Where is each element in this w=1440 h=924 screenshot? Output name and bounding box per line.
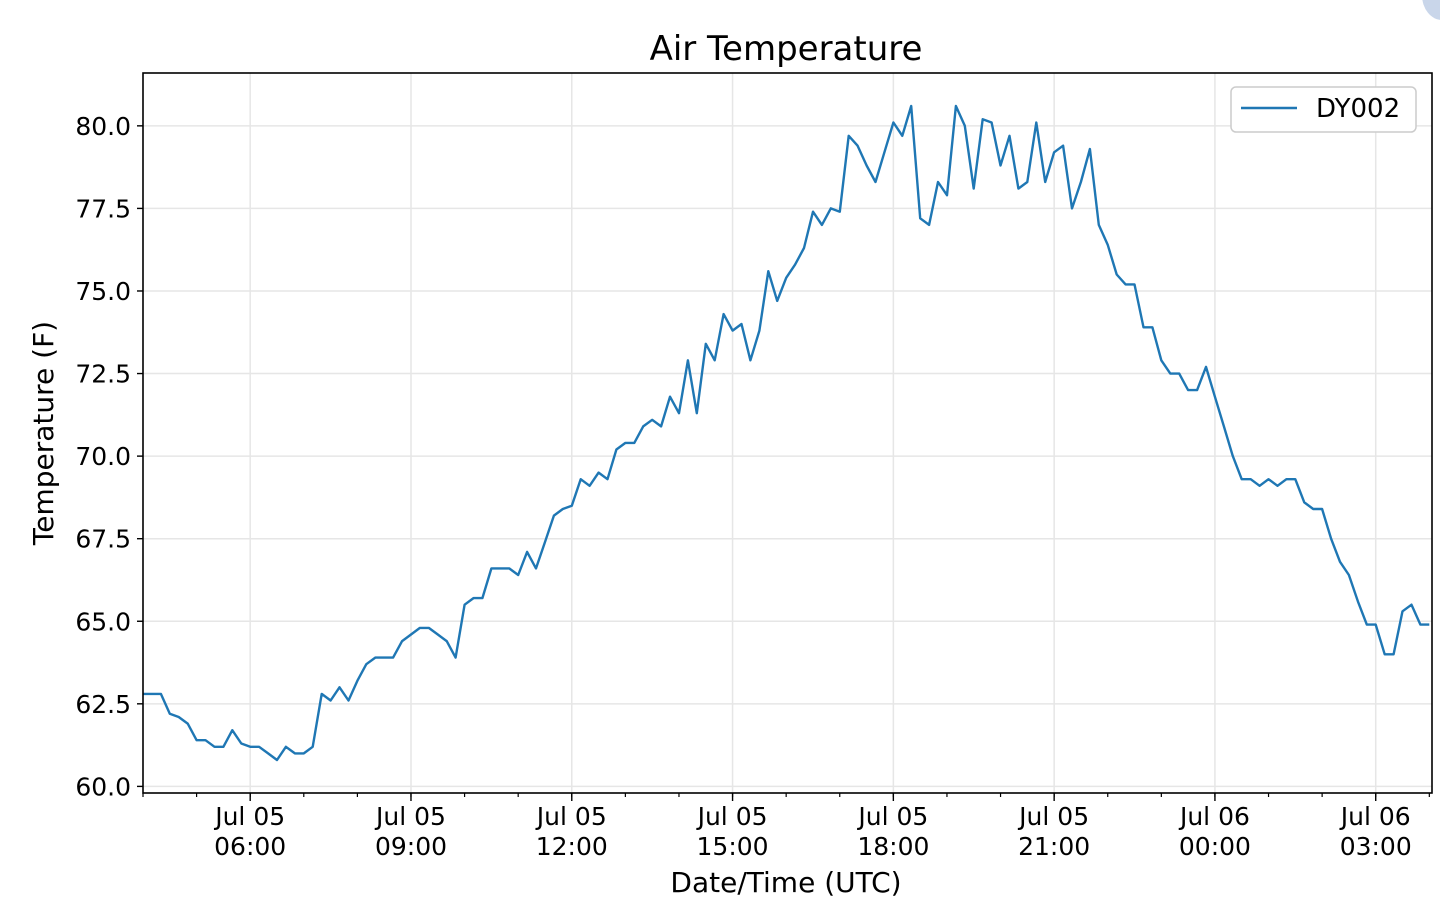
x-tick-date: Jul 06 [1178, 802, 1250, 831]
x-tick-time: 09:00 [375, 832, 447, 861]
x-tick-time: 06:00 [214, 832, 286, 861]
grid-lines [143, 73, 1432, 793]
x-tick-date: Jul 05 [1017, 802, 1089, 831]
x-tick-time: 18:00 [857, 832, 929, 861]
y-axis: 60.0 62.5 65.0 67.5 70.0 72.5 75.0 77.5 80.0 [75, 112, 143, 801]
legend: DY002 [1230, 86, 1417, 133]
y-tick-label: 77.5 [75, 194, 131, 223]
x-tick-time: 12:00 [536, 832, 608, 861]
x-axis-label: Date/Time (UTC) [670, 866, 901, 899]
x-tick-date: Jul 05 [213, 802, 285, 831]
y-axis-label: Temperature (F) [27, 321, 60, 546]
x-tick-time: 15:00 [697, 832, 769, 861]
x-tick-date: Jul 05 [535, 802, 607, 831]
y-tick-label: 80.0 [75, 112, 131, 141]
y-tick-label: 72.5 [75, 360, 131, 389]
series-layer [142, 104, 1430, 762]
x-tick-date: Jul 05 [374, 802, 446, 831]
x-tick-time: 21:00 [1018, 832, 1090, 861]
y-tick-label: 65.0 [75, 607, 131, 636]
legend-label-dy002: DY002 [1316, 94, 1400, 124]
legend-box [1230, 86, 1417, 133]
y-tick-label: 62.5 [75, 690, 131, 719]
y-tick-label: 70.0 [75, 442, 131, 471]
x-tick-time: 00:00 [1179, 832, 1251, 861]
x-tick-date: Jul 05 [856, 802, 928, 831]
chart-title: Air Temperature [650, 29, 923, 69]
y-tick-label: 60.0 [75, 772, 131, 801]
plot-frame [142, 72, 1433, 794]
y-tick-label: 75.0 [75, 277, 131, 306]
x-tick-time: 03:00 [1340, 832, 1412, 861]
x-tick-date: Jul 05 [696, 802, 768, 831]
x-tick-date: Jul 06 [1339, 802, 1411, 831]
series-line-dy002 [143, 104, 1430, 762]
y-tick-label: 67.5 [75, 525, 131, 554]
